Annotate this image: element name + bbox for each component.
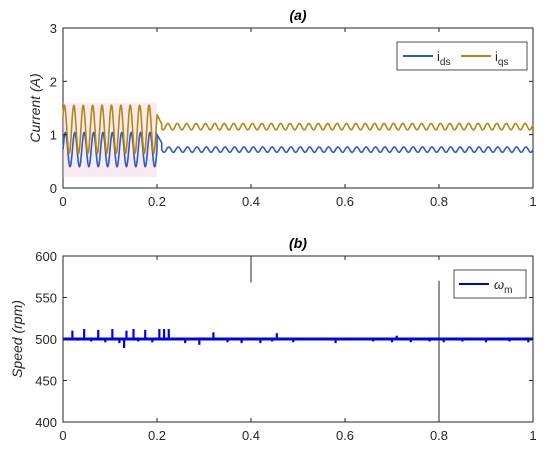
series-line-ds — [62, 131, 534, 168]
speed-y-tick-label: 500 — [35, 332, 57, 347]
current-x-tick-label: 0 — [59, 194, 66, 209]
legend-omega-label: ωm — [494, 277, 512, 296]
current-y-tick-label: 2 — [50, 74, 57, 89]
legend-iqs-label: iqs — [495, 49, 508, 68]
current-y-tick-label: 1 — [50, 128, 57, 143]
series-line-qs — [62, 104, 534, 155]
speed-x-tick-label: 0.8 — [430, 428, 448, 443]
speed-y-axis-label: Speed (rpm) — [9, 300, 25, 378]
current-x-tick-label: 0.6 — [336, 194, 354, 209]
speed-x-tick-label: 0.6 — [336, 428, 354, 443]
current-x-tick-label: 0.4 — [242, 194, 260, 209]
current-y-axis-label: Current (A) — [27, 73, 43, 142]
current-chart-panel: (a) Current (A) 0 0.2 0.4 0.6 0.8 1 0 1 2 3 ids … — [27, 7, 537, 209]
current-x-tick-label: 0.8 — [430, 194, 448, 209]
current-y-tick-label: 3 — [50, 21, 57, 36]
current-x-tick-label: 1 — [529, 194, 536, 209]
speed-y-tick-label: 550 — [35, 291, 57, 306]
speed-x-tick-label: 0.4 — [242, 428, 260, 443]
speed-x-tick-label: 1 — [529, 428, 536, 443]
current-x-tick-label: 0.2 — [148, 194, 166, 209]
speed-x-tick-label: 0 — [59, 428, 66, 443]
speed-legend: ωm — [453, 269, 527, 299]
speed-x-tick-label: 0.2 — [148, 428, 166, 443]
current-y-tick-label: 0 — [50, 181, 57, 196]
current-panel-title: (a) — [289, 7, 306, 23]
speed-y-tick-label: 600 — [35, 249, 57, 264]
speed-panel-title: (b) — [289, 235, 307, 251]
speed-chart-panel: (b) Speed (rpm) 0 0.2 0.4 0.6 0.8 1 400 450 500… — [9, 235, 537, 443]
legend-ids-label: ids — [437, 49, 450, 68]
speed-y-tick-label: 400 — [35, 415, 57, 430]
speed-y-tick-label: 450 — [35, 374, 57, 389]
current-legend: ids iqs — [396, 41, 528, 71]
